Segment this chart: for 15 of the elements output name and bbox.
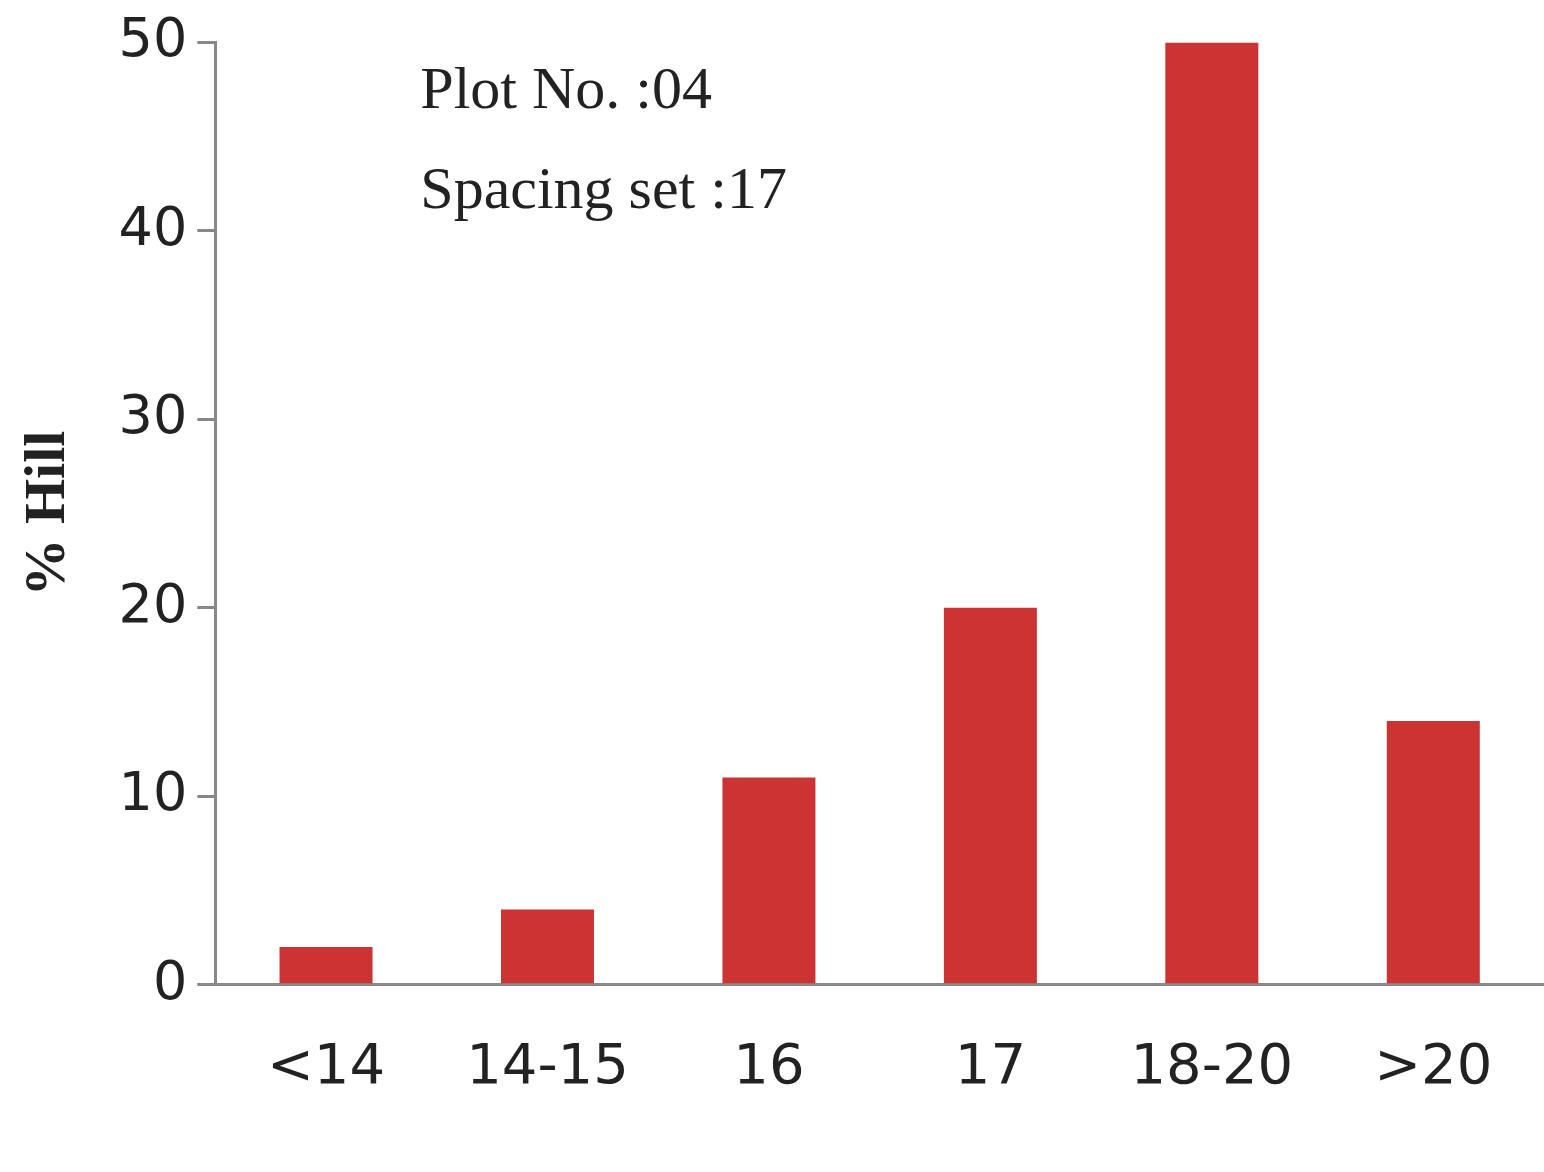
- y-tick-label: 0: [152, 948, 188, 1012]
- x-tick-label: 18-20: [1130, 1030, 1294, 1096]
- x-tick-label: 16: [733, 1030, 805, 1096]
- y-tick-label: 50: [118, 6, 188, 70]
- x-tick-label: >20: [1374, 1030, 1493, 1096]
- y-tick-label: 40: [118, 194, 188, 258]
- annotation: Plot No. :04: [420, 55, 713, 122]
- x-tick-label: <14: [266, 1030, 386, 1096]
- y-axis-title: % Hill: [11, 430, 77, 597]
- y-tick-label: 30: [118, 383, 188, 447]
- annotation: Spacing set :17: [420, 155, 787, 222]
- y-tick-label: 20: [118, 571, 188, 635]
- x-tick-label: 17: [954, 1030, 1027, 1096]
- y-tick-label: 10: [118, 760, 188, 824]
- x-tick-label: 14-15: [466, 1030, 629, 1096]
